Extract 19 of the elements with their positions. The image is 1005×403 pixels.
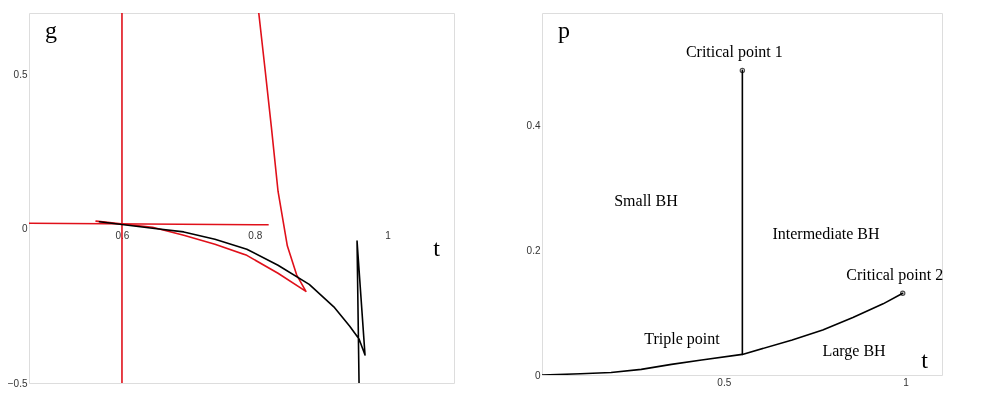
x-tick-label: 1 <box>903 376 910 388</box>
y-tick-label: 0.2 <box>526 244 541 256</box>
y-tick-label: 0.4 <box>526 119 541 131</box>
y-tick-label: 0 <box>21 223 28 235</box>
y-tick-label: −0.5 <box>7 377 28 389</box>
annotation: Critical point 2 <box>846 266 944 285</box>
annotation: Critical point 1 <box>685 43 783 62</box>
annotation: Intermediate BH <box>772 224 880 242</box>
annotation: Large BH <box>822 342 887 361</box>
x-tick-label: 1 <box>385 230 392 242</box>
x-axis-title: t <box>433 234 441 261</box>
y-tick-label: 0.5 <box>13 69 28 81</box>
y-axis-title: g <box>45 17 57 43</box>
y-tick-label: 0 <box>534 369 541 381</box>
x-tick-label: 0.8 <box>248 230 263 242</box>
x-axis-title: t <box>921 347 929 373</box>
annotation: Triple point <box>644 329 721 348</box>
y-axis-title: p <box>558 17 570 43</box>
annotation: Small BH <box>614 192 679 210</box>
